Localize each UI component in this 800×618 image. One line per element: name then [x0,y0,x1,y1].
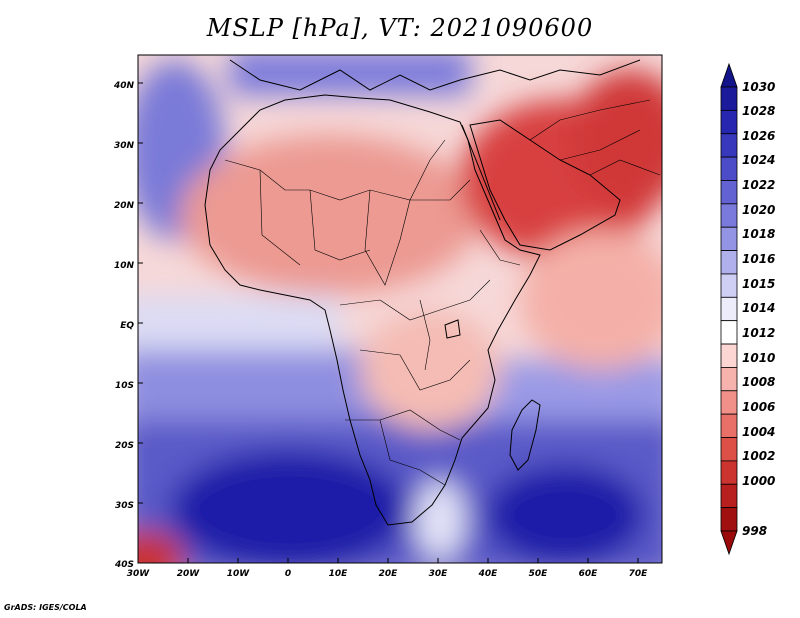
lon-label: 10E [329,569,349,579]
colorbar-box [720,86,738,111]
colorbar-box [720,507,738,532]
africa-coastline [204,94,541,526]
colorbar-box [720,226,738,251]
colorbar-label: 998 [742,524,767,538]
colorbar-label: 1012 [742,326,775,340]
colorbar-box [720,437,738,462]
colorbar-label: 1008 [742,375,775,389]
lat-label: 20N [114,201,135,211]
colorbar-box [720,343,738,368]
colorbar-box [720,156,738,181]
lon-label: 20E [379,569,399,579]
lon-label: 60E [579,569,599,579]
lat-label: 10N [114,261,135,271]
lon-label: 70E [629,569,649,579]
colorbar-box [720,273,738,298]
colorbar-label: 1016 [742,252,775,266]
colorbar-label: 1000 [742,474,775,488]
colorbar-box [720,296,738,322]
lon-label: 0 [285,569,291,579]
lat-label: 40S [114,560,134,570]
colorbar-box [720,180,738,205]
longitude-labels: 30W 20W 10W 0 10E 20E 30E 40E 50E 60E 70… [127,569,648,579]
latitude-labels: 40N 30N 20N 10N EQ 10S 20S 30S 40S [113,81,135,570]
tick-marks [137,82,639,564]
europe-coast [229,59,641,91]
lat-label: 30S [115,501,134,511]
lat-label: EQ [120,321,134,331]
colorbar-boxes [720,86,738,532]
footer-credit: GrADS: IGES/COLA [4,603,87,612]
colorbar: 1030 1028 1026 1024 1022 1020 1018 1016 … [720,62,775,556]
lat-label: 40N [113,81,135,91]
south-indian-high [485,465,645,563]
colorbar-label: 1020 [742,203,775,217]
southwest-low [138,530,185,563]
colorbar-box [720,203,738,228]
colorbar-label: 1006 [742,400,775,414]
red-sea-coast [461,124,501,221]
colorbar-box [720,483,738,509]
colorbar-box [720,390,738,415]
colorbar-label: 1026 [742,129,775,143]
plot-frame [137,54,663,564]
colorbar-box [720,413,738,438]
lon-label: 10W [227,569,251,579]
lon-label: 30W [127,569,151,579]
colorbar-label: 1024 [742,153,775,167]
colorbar-label: 1002 [742,449,775,463]
colorbar-box [720,460,738,485]
colorbar-label: 1022 [742,178,775,192]
colorbar-top-arrow [720,62,738,88]
colorbar-label: 1014 [742,301,775,315]
lat-label: 10S [115,381,134,391]
colorbar-label: 1028 [742,104,775,118]
colorbar-label: 1030 [742,80,775,94]
colorbar-labels: 1030 1028 1026 1024 1022 1020 1018 1016 … [742,80,775,538]
colorbar-label: 1015 [742,277,775,291]
colorbar-label: 1018 [742,227,775,241]
colorbar-box [720,320,738,345]
colorbar-box [720,109,738,135]
colorbar-box [720,250,738,275]
colorbar-label: 1010 [742,351,775,365]
map-title: MSLP [hPa], VT: 2021090600 [206,14,594,42]
madagascar [509,399,541,471]
lat-label: 20S [115,441,134,451]
lon-label: 40E [478,569,499,579]
lon-label: 50E [529,569,549,579]
lake-victoria [444,319,461,339]
lon-label: 30E [429,569,449,579]
colorbar-box [720,367,738,392]
lon-label: 20W [177,569,201,579]
colorbar-label: 1004 [742,425,775,439]
pressure-field [138,55,662,563]
lat-label: 30N [114,141,135,151]
colorbar-box [720,133,738,158]
country-borders [224,99,661,486]
south-atlantic-high [170,450,410,563]
colorbar-bottom-arrow [720,530,738,556]
